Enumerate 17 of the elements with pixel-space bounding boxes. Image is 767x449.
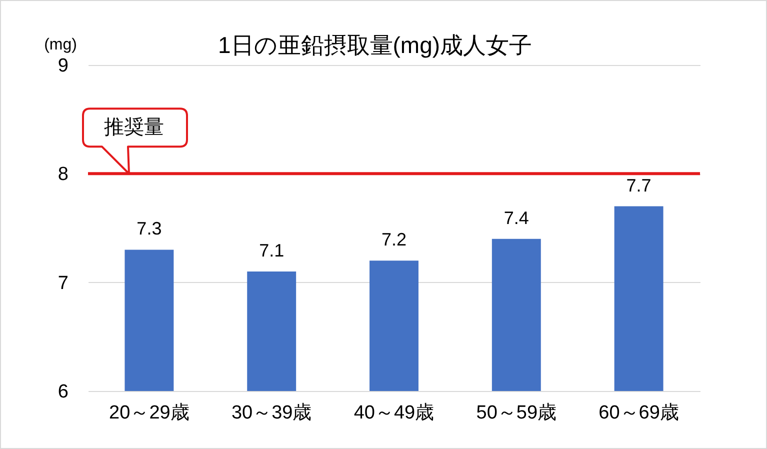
x-tick-label: 40～49歳	[354, 402, 434, 424]
x-tick-label: 20～29歳	[109, 402, 190, 424]
y-tick-label: 7	[58, 272, 68, 294]
x-tick-label: 60～69歳	[598, 402, 679, 424]
x-tick-label: 30～39歳	[231, 402, 312, 424]
chart-title: 1日の亜鉛摂取量(mg)成人女子	[218, 32, 532, 58]
ref-line-label: 推奨量	[104, 116, 164, 139]
x-tick-label: 50～59歳	[476, 402, 557, 424]
data-label: 7.4	[504, 208, 529, 228]
y-tick-label: 9	[58, 56, 68, 76]
y-axis-title: (mg)	[44, 36, 77, 54]
y-tick-label: 8	[58, 164, 68, 186]
y-tick-label: 6	[58, 382, 68, 402]
data-label: 7.3	[136, 218, 162, 239]
data-label: 7.1	[259, 240, 284, 260]
data-label: 7.7	[626, 175, 652, 196]
data-label: 7.2	[381, 230, 407, 250]
